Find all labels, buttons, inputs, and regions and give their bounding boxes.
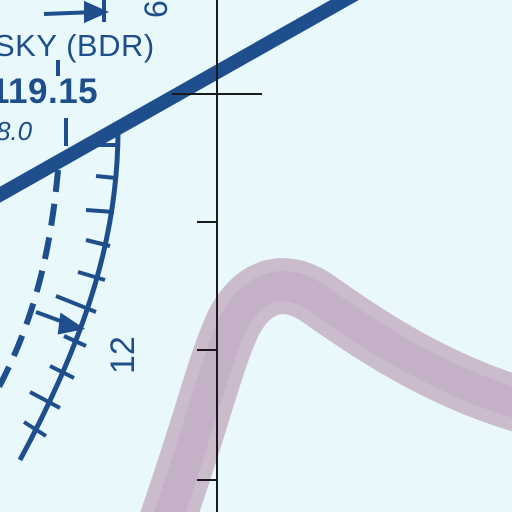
radial-arrow-12	[35, 310, 86, 335]
restricted-area-boundary-core	[154, 271, 512, 512]
compass-radial-label-12: 12	[104, 336, 142, 374]
compass-radial-label-6: 6	[138, 0, 174, 18]
compass-rose-arc	[0, 169, 61, 392]
elevation-label: 8.0	[0, 116, 33, 146]
ctaf-frequency-label: 119.15	[0, 72, 99, 111]
radial-arrow-top	[43, 0, 109, 24]
meridian-ticks	[172, 93, 262, 481]
compass-rose-ticks	[22, 143, 118, 438]
airport-name-label: SKY (BDR)	[0, 28, 155, 63]
frequency-bracket	[56, 60, 68, 146]
compass-rose-outer-arc	[17, 129, 121, 462]
